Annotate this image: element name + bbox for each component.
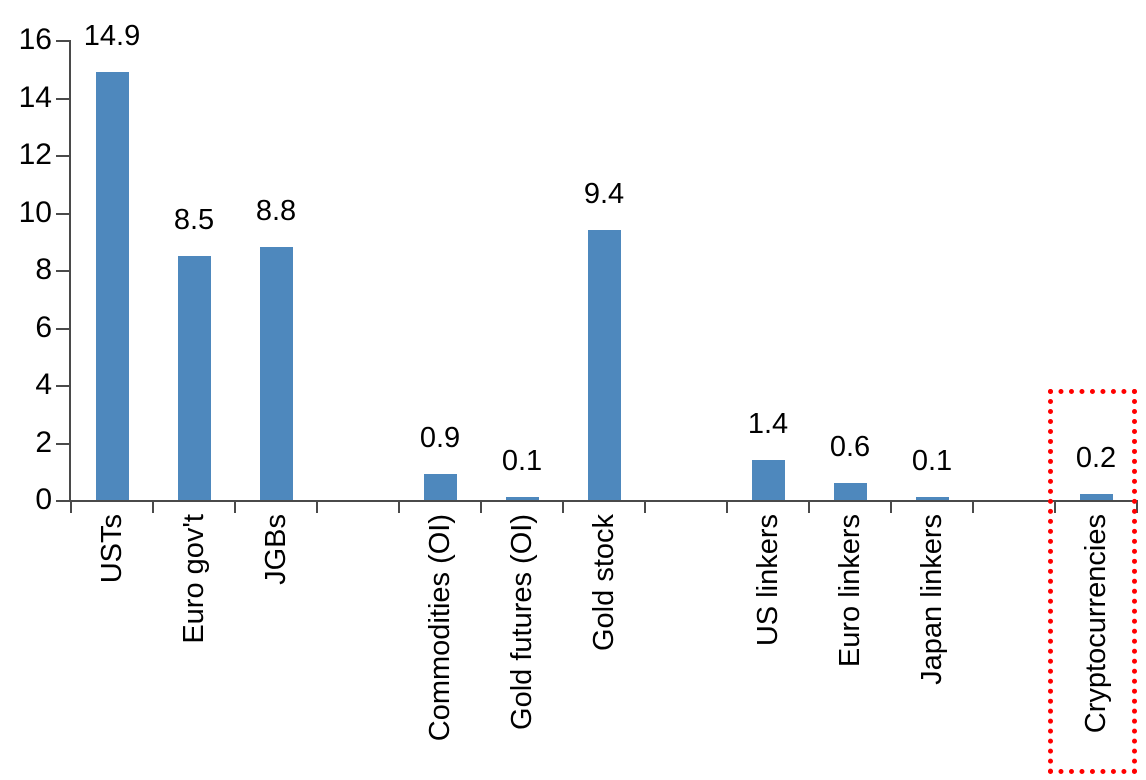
x-axis-tick (70, 500, 72, 513)
bar-japan-linkers (915, 497, 949, 500)
value-label-commodities-oi: 0.9 (419, 422, 461, 455)
y-axis-tick-label: 8 (35, 253, 52, 286)
x-axis-tick (726, 500, 728, 513)
value-label-usts: 14.9 (83, 19, 141, 52)
y-axis-tick-label: 4 (35, 368, 52, 401)
bar-euro-linkers (833, 482, 867, 500)
category-label-jgbs: JGBs (260, 514, 292, 585)
category-label-commodities-oi: Commodities (OI) (424, 514, 456, 742)
value-label-jgbs: 8.8 (255, 195, 297, 227)
value-label-gold-stock: 9.4 (583, 177, 625, 210)
x-axis-tick (398, 500, 400, 513)
bar-commodities-oi (423, 474, 457, 500)
y-axis-tick-label: 14 (18, 80, 52, 114)
y-axis-tick (56, 385, 69, 387)
bar-gold-stock (587, 229, 621, 500)
x-axis-tick (1136, 500, 1138, 513)
category-label-euro-gov-t: Euro gov't (178, 514, 210, 644)
x-axis-tick (1054, 500, 1056, 513)
value-label-japan-linkers: 0.1 (911, 445, 953, 478)
y-axis-tick-label: 10 (18, 195, 52, 229)
x-axis-tick (234, 500, 236, 513)
y-axis-tick (56, 500, 69, 502)
bar-euro-gov-t (177, 255, 211, 500)
highlight-box (1048, 389, 1137, 774)
y-axis-line (69, 40, 71, 502)
y-axis-tick-label: 16 (18, 23, 52, 56)
x-axis-tick (890, 500, 892, 513)
y-axis-tick (56, 212, 69, 215)
category-label-gold-stock: Gold stock (588, 514, 620, 651)
x-axis-line (69, 500, 1138, 502)
value-label-euro-linkers: 0.6 (829, 430, 871, 463)
x-axis-tick (644, 500, 646, 513)
y-axis-tick (56, 270, 69, 272)
bar-gold-futures-oi (505, 497, 539, 500)
value-label-euro-gov-t: 8.5 (173, 203, 215, 236)
bar-cryptocurrencies (1079, 494, 1113, 500)
category-label-us-linkers: US linkers (752, 514, 784, 647)
category-label-euro-linkers: Euro linkers (834, 514, 866, 668)
x-axis-tick (316, 500, 318, 513)
x-axis-tick (562, 500, 564, 513)
y-axis-tick (56, 97, 69, 100)
y-axis-tick (56, 40, 69, 42)
category-label-gold-futures-oi: Gold futures (OI) (506, 514, 538, 730)
bar-usts (95, 71, 129, 500)
bar-us-linkers (751, 459, 785, 500)
y-axis-tick (56, 327, 69, 330)
value-label-cryptocurrencies: 0.2 (1075, 442, 1117, 475)
y-axis-tick (56, 155, 69, 157)
y-axis-tick (56, 442, 69, 445)
x-axis-tick (480, 500, 482, 513)
y-axis-tick-label: 0 (35, 483, 52, 516)
y-axis-tick-label: 12 (18, 138, 52, 171)
value-label-us-linkers: 1.4 (747, 407, 789, 440)
x-axis-tick (808, 500, 810, 513)
y-axis-tick-label: 2 (35, 425, 52, 459)
category-label-japan-linkers: Japan linkers (916, 514, 948, 685)
y-axis-tick-label: 6 (35, 310, 52, 344)
x-axis-tick (972, 500, 974, 513)
x-axis-tick (152, 500, 154, 513)
category-label-usts: USTs (96, 514, 128, 584)
value-label-gold-futures-oi: 0.1 (501, 445, 543, 478)
bar-jgbs (259, 247, 293, 500)
